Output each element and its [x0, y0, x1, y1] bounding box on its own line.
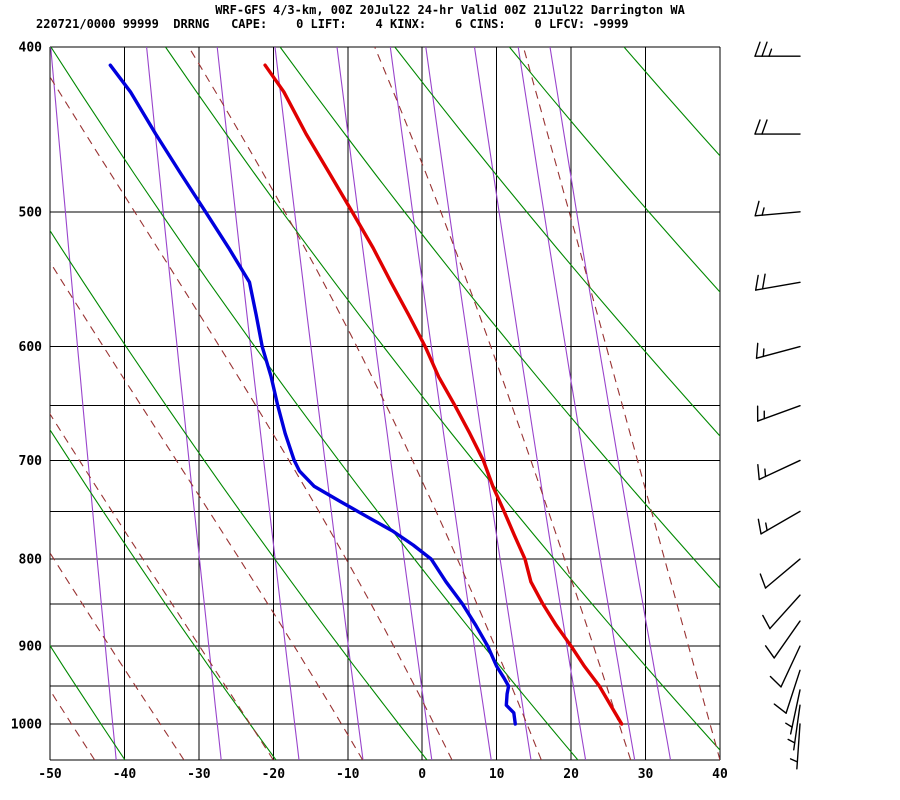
y-axis-labels: 400 500 600 700 800 900 1000	[11, 41, 42, 733]
temperature-label: 30	[638, 767, 654, 782]
temperature-label: -50	[38, 767, 62, 782]
pressure-label: 400	[19, 41, 43, 56]
temperature-label: 10	[489, 767, 505, 782]
chart-header: WRF-GFS 4/3-km, 00Z 20Jul22 24-hr Valid …	[0, 3, 900, 32]
temperature-curve	[263, 63, 624, 726]
dry-adiabats	[50, 47, 720, 760]
x-axis-labels: -50 -40 -30 -20 -10 0 10 20 30 40	[38, 767, 728, 782]
chart-title: WRF-GFS 4/3-km, 00Z 20Jul22 24-hr Valid …	[215, 3, 685, 17]
chart-info-line: 220721/0000 99999 DRRNG CAPE: 0 LIFT: 4 …	[36, 17, 629, 31]
pressure-label: 1000	[11, 717, 42, 732]
wind-barbs	[754, 41, 801, 770]
temperature-label: -20	[262, 767, 286, 782]
temperature-label: -10	[336, 767, 360, 782]
pressure-label: 700	[19, 454, 43, 469]
pressure-label: 900	[19, 640, 43, 655]
temperature-label: 0	[418, 767, 426, 782]
temperature-label: -40	[113, 767, 137, 782]
grid	[49, 46, 721, 761]
pressure-label: 600	[19, 340, 43, 355]
dewpoint-curve	[108, 63, 517, 726]
pressure-label: 500	[19, 205, 43, 220]
temperature-label: 20	[563, 767, 579, 782]
pressure-label: 800	[19, 553, 43, 568]
temperature-label: 40	[712, 767, 728, 782]
temperature-label: -30	[187, 767, 211, 782]
mixing-ratio-lines	[50, 47, 672, 760]
moist-adiabats	[50, 47, 720, 760]
